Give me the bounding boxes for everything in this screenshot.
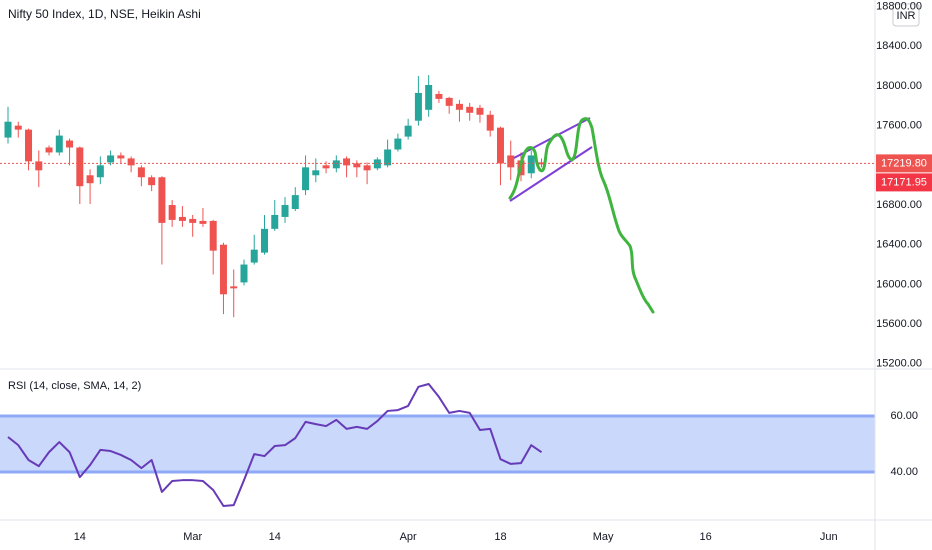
x-tick-label: 18 (494, 531, 506, 543)
candle-body (127, 158, 135, 166)
rsi-title: RSI (14, close, SMA, 14, 2) (8, 380, 141, 392)
candle-body (476, 107, 484, 115)
candle-body (76, 147, 84, 187)
candle-body (107, 155, 115, 163)
candle-body (353, 163, 361, 168)
y-tick-label: 16400.00 (876, 239, 922, 251)
rsi-pane (0, 383, 875, 507)
candle-body (137, 167, 145, 178)
candle-body (281, 205, 289, 217)
candle-body (343, 158, 351, 166)
candle-body (240, 264, 248, 283)
y-tick-label: 15600.00 (876, 318, 922, 330)
candle-body (332, 160, 340, 169)
candle-body (250, 249, 258, 263)
currency-badge[interactable] (892, 3, 920, 27)
y-tick-label: 60.00 (890, 410, 918, 422)
candle-body (414, 92, 422, 121)
candle-body (25, 129, 33, 162)
y-tick-label: 18000.00 (876, 80, 922, 92)
candle-body (66, 140, 74, 148)
y-tick-label: 17600.00 (876, 120, 922, 132)
candle-body (527, 155, 535, 174)
price-label: 17219.80 (881, 157, 927, 169)
candle-body (455, 103, 463, 110)
candle-body (4, 121, 12, 138)
candle-body (117, 155, 125, 159)
candle-body (394, 138, 402, 150)
candle-body (14, 125, 22, 130)
candle-body (445, 97, 453, 106)
candle-body (35, 161, 43, 171)
candle-body (312, 170, 320, 176)
y-tick-label: 15200.00 (876, 358, 922, 370)
y-tick-label: 16000.00 (876, 278, 922, 290)
candle-body (322, 165, 330, 169)
candle-body (466, 106, 474, 113)
y-tick-label: 18400.00 (876, 40, 922, 52)
x-tick-label: Jun (820, 531, 838, 543)
candle-body (486, 114, 494, 131)
y-tick-label: 18800.00 (876, 1, 922, 13)
price-label-bg (876, 173, 932, 192)
x-tick-label: May (593, 531, 614, 543)
rsi-line (7, 383, 543, 507)
candle-body (55, 135, 63, 153)
candle-body (404, 125, 412, 137)
currency: INR (897, 10, 916, 22)
price-label-bg (876, 154, 932, 173)
x-tick-label: Apr (400, 531, 417, 543)
title-bg (4, 6, 174, 24)
candle-body (158, 177, 166, 223)
candle-body (189, 218, 197, 223)
candle-body (261, 228, 268, 253)
x-tick-label: 14 (74, 531, 86, 543)
candle-body (209, 220, 217, 251)
y-tick-label: 40.00 (890, 466, 918, 478)
x-tick-label: 16 (700, 531, 712, 543)
candle-body (168, 205, 176, 220)
candle-body (86, 175, 94, 184)
candle-body (271, 214, 279, 229)
candle-body (45, 147, 53, 153)
candle-body (178, 216, 186, 221)
candle-body (96, 165, 104, 178)
candle-body (219, 244, 227, 295)
channel-bottom (509, 146, 593, 202)
chart-title: Nifty 50 Index, 1D, NSE, Heikin Ashi (8, 7, 201, 21)
candle-body (363, 165, 371, 171)
price-label: 17171.95 (881, 176, 927, 188)
candle-body (291, 195, 299, 209)
y-tick-label: 16800.00 (876, 199, 922, 211)
candle-body (435, 93, 443, 99)
rsi-band (0, 415, 875, 473)
candle-body (425, 85, 433, 110)
x-tick-label: 14 (269, 531, 281, 543)
price-pane (0, 75, 875, 318)
candle-body (496, 127, 504, 164)
candle-body (199, 220, 207, 224)
x-tick-label: Mar (183, 531, 202, 543)
candle-body (302, 167, 310, 191)
candle-body (384, 149, 392, 166)
forecast-drawing (508, 117, 655, 314)
candle-body (230, 286, 238, 289)
candle-body (148, 177, 156, 186)
candle-body (507, 155, 515, 168)
